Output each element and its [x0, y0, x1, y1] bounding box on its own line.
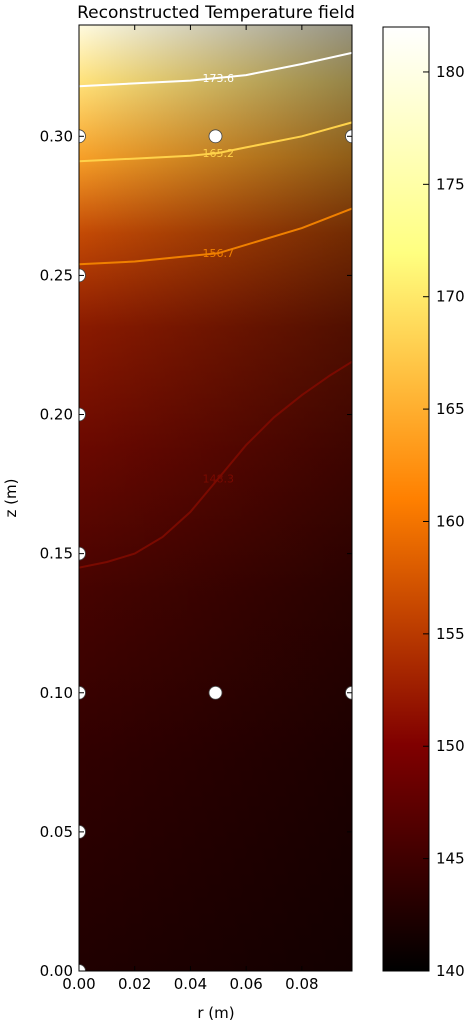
x-axis: 0.00 0.02 0.04 0.06 0.08 — [62, 25, 319, 993]
colorbar-tick-label: 180 — [436, 63, 465, 81]
sensor-point — [79, 964, 86, 971]
y-axis-label: z (m) — [2, 479, 20, 518]
x-axis-label: r (m) — [197, 1004, 234, 1022]
colorbar: 140 145 150 155 160 165 170 175 180 — [382, 26, 465, 980]
x-tick-label: 0.00 — [62, 975, 95, 993]
colorbar-tick-label: 160 — [436, 512, 465, 530]
y-tick-label: 0.25 — [40, 266, 73, 284]
colorbar-gradient — [382, 26, 430, 972]
sensor-points — [79, 129, 352, 971]
colorbar-tick-label: 175 — [436, 175, 465, 193]
heatmap-shading — [79, 25, 352, 971]
y-tick-label: 0.30 — [40, 127, 73, 145]
contour-line — [79, 360, 352, 569]
contour-label: 156.7 — [203, 247, 235, 260]
colorbar-tick-label: 145 — [436, 850, 465, 868]
x-tick-label: 0.02 — [118, 975, 151, 993]
colorbar-tick-label: 140 — [436, 962, 465, 980]
y-tick-label: 0.20 — [40, 406, 73, 424]
y-tick-label: 0.00 — [40, 962, 73, 980]
y-tick-label: 0.05 — [40, 823, 73, 841]
contour-line — [79, 51, 352, 88]
contour-line — [79, 207, 352, 266]
colorbar-tick-label: 150 — [436, 737, 465, 755]
colorbar-tick-label: 155 — [436, 625, 465, 643]
sensor-point — [208, 685, 223, 700]
colorbar-tick-label: 170 — [436, 288, 465, 306]
x-tick-label: 0.04 — [174, 975, 207, 993]
sensor-point — [208, 129, 223, 144]
y-tick-label: 0.15 — [40, 545, 73, 563]
plot-frame — [78, 24, 353, 972]
colorbar-tick-label: 165 — [436, 400, 465, 418]
contour-label: 173.6 — [203, 72, 235, 85]
x-tick-label: 0.06 — [229, 975, 262, 993]
contour-lines: 148.3 156.7 165.2 173.6 — [79, 51, 352, 569]
contour-label: 165.2 — [203, 147, 235, 160]
y-tick-label: 0.10 — [40, 684, 73, 702]
chart-title: Reconstructed Temperature field — [77, 3, 355, 23]
x-tick-label: 0.08 — [285, 975, 318, 993]
contour-line — [79, 121, 352, 163]
colorbar-ticks: 140 145 150 155 160 165 170 175 180 — [423, 63, 465, 980]
plot-area: 148.3 156.7 165.2 173.6 — [78, 24, 353, 972]
contour-label: 148.3 — [203, 473, 235, 486]
y-axis: 0.00 0.05 0.10 0.15 0.20 0.25 0.30 — [40, 127, 352, 980]
